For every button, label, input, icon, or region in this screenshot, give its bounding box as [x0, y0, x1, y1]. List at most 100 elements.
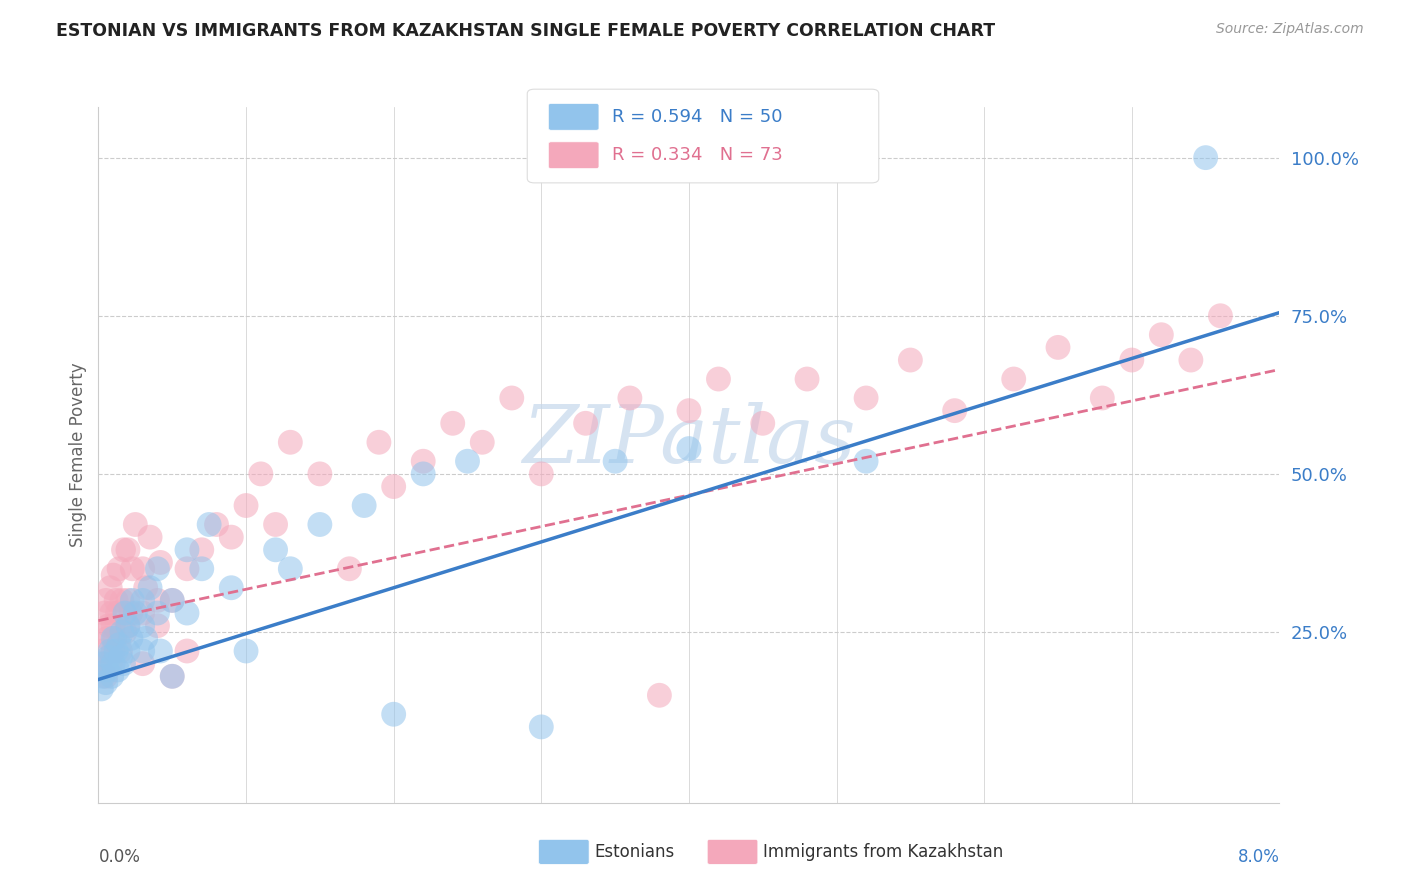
Point	[855, 454, 877, 468]
Point	[501, 391, 523, 405]
Point	[93, 606, 115, 620]
Point	[751, 417, 773, 431]
Point	[89, 657, 111, 671]
Point	[149, 556, 172, 570]
Point	[104, 632, 127, 646]
Point	[235, 644, 257, 658]
Point	[264, 517, 287, 532]
Point	[308, 467, 332, 481]
Point	[94, 593, 117, 607]
Point	[176, 606, 198, 620]
Y-axis label: Single Female Poverty: Single Female Poverty	[69, 363, 87, 547]
Point	[100, 669, 122, 683]
Point	[278, 562, 301, 576]
Point	[103, 568, 124, 582]
Point	[205, 517, 228, 532]
Point	[94, 675, 117, 690]
Point	[105, 593, 128, 607]
Point	[162, 593, 183, 607]
Point	[132, 562, 155, 576]
Point	[96, 632, 118, 646]
Point	[98, 657, 121, 671]
Point	[132, 606, 155, 620]
Point	[1194, 151, 1216, 165]
Point	[456, 454, 478, 468]
Point	[117, 618, 139, 632]
Point	[353, 499, 375, 513]
Point	[605, 454, 627, 468]
Point	[943, 403, 966, 417]
Point	[898, 353, 921, 368]
Point	[107, 663, 129, 677]
Point	[162, 593, 183, 607]
Point	[235, 499, 257, 513]
Point	[707, 372, 730, 386]
Text: 8.0%: 8.0%	[1237, 848, 1279, 866]
Text: Estonians: Estonians	[595, 843, 675, 861]
Point	[100, 606, 122, 620]
Point	[90, 681, 112, 696]
Point	[855, 391, 877, 405]
Point	[132, 618, 155, 632]
Point	[530, 467, 553, 481]
Point	[530, 720, 553, 734]
Point	[308, 517, 332, 532]
Point	[367, 435, 389, 450]
Point	[337, 562, 360, 576]
Text: ZIPatlas: ZIPatlas	[522, 402, 856, 480]
Point	[103, 644, 124, 658]
Point	[124, 517, 146, 532]
Point	[91, 669, 114, 683]
Text: R = 0.334   N = 73: R = 0.334 N = 73	[612, 146, 782, 164]
Point	[94, 669, 117, 683]
Point	[648, 688, 671, 702]
Point	[108, 638, 131, 652]
Point	[117, 542, 139, 557]
Point	[112, 542, 135, 557]
Point	[90, 625, 112, 640]
Point	[219, 530, 242, 544]
Point	[139, 581, 162, 595]
Text: ESTONIAN VS IMMIGRANTS FROM KAZAKHSTAN SINGLE FEMALE POVERTY CORRELATION CHART: ESTONIAN VS IMMIGRANTS FROM KAZAKHSTAN S…	[56, 22, 995, 40]
Point	[114, 625, 136, 640]
Point	[103, 618, 124, 632]
Text: 0.0%: 0.0%	[98, 848, 141, 866]
Point	[162, 669, 183, 683]
Point	[471, 435, 494, 450]
Point	[278, 435, 301, 450]
Point	[124, 606, 146, 620]
Point	[1121, 353, 1143, 368]
Point	[111, 593, 134, 607]
Point	[117, 618, 139, 632]
Point	[114, 606, 136, 620]
Point	[1180, 353, 1202, 368]
Point	[139, 530, 162, 544]
Point	[110, 644, 132, 658]
Point	[176, 562, 198, 576]
Point	[176, 644, 198, 658]
Point	[103, 657, 124, 671]
Point	[191, 542, 214, 557]
Point	[132, 593, 155, 607]
Point	[198, 517, 221, 532]
Point	[1002, 372, 1025, 386]
Point	[110, 650, 132, 665]
Point	[117, 644, 139, 658]
Point	[107, 606, 129, 620]
Point	[162, 669, 183, 683]
Point	[1091, 391, 1114, 405]
Point	[264, 542, 287, 557]
Text: Source: ZipAtlas.com: Source: ZipAtlas.com	[1216, 22, 1364, 37]
Point	[678, 442, 700, 456]
Point	[796, 372, 818, 386]
Point	[98, 644, 121, 658]
Point	[135, 581, 157, 595]
Point	[441, 417, 464, 431]
Point	[98, 581, 121, 595]
Point	[219, 581, 242, 595]
Point	[146, 562, 169, 576]
Point	[105, 644, 128, 658]
Point	[382, 479, 405, 493]
Text: Immigrants from Kazakhstan: Immigrants from Kazakhstan	[763, 843, 1004, 861]
Point	[1209, 309, 1232, 323]
